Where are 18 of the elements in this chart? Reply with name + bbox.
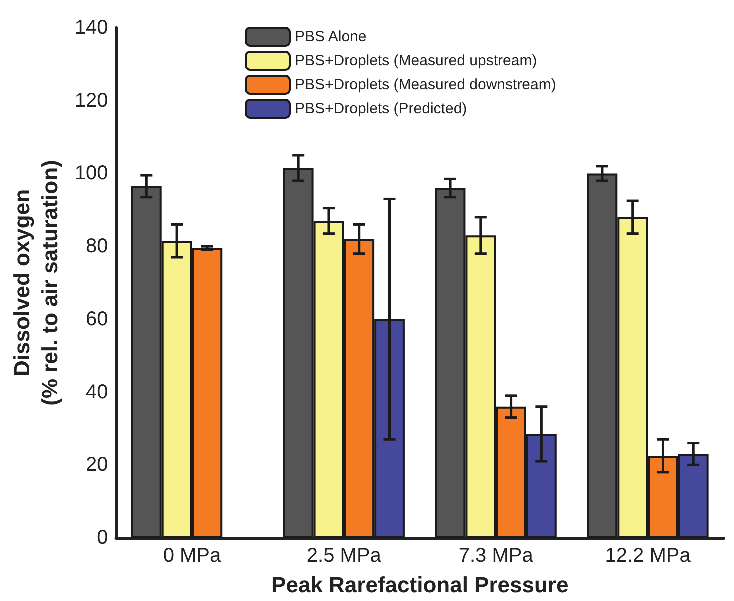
y-tick-label: 80 bbox=[86, 236, 108, 258]
y-tick-label: 0 bbox=[97, 527, 108, 549]
y-tick-label: 120 bbox=[74, 90, 108, 112]
y-axis-title: Dissolved oxygen (% rel. to air saturation) bbox=[10, 160, 62, 406]
legend-label: PBS+Droplets (Predicted) bbox=[295, 100, 468, 118]
y-tick-label: 100 bbox=[74, 162, 108, 185]
y-tick-label: 60 bbox=[86, 308, 108, 330]
y-tick-label: 140 bbox=[74, 17, 108, 39]
legend-label: PBS+Droplets (Measured downstream) bbox=[295, 76, 556, 94]
x-tick-label: 0 MPa bbox=[163, 545, 222, 567]
y-tick-label: 40 bbox=[86, 381, 108, 404]
y-tick-label: 20 bbox=[86, 454, 108, 476]
legend-label: PBS+Droplets (Measured upstream) bbox=[295, 52, 538, 70]
x-tick-label: 7.3 MPa bbox=[458, 545, 534, 567]
legend-label: PBS Alone bbox=[295, 28, 367, 46]
x-tick-label: 2.5 MPa bbox=[306, 545, 382, 567]
x-axis-title: Peak Rarefactional Pressure bbox=[272, 572, 569, 598]
x-tick-label: 12.2 MPa bbox=[605, 545, 692, 567]
